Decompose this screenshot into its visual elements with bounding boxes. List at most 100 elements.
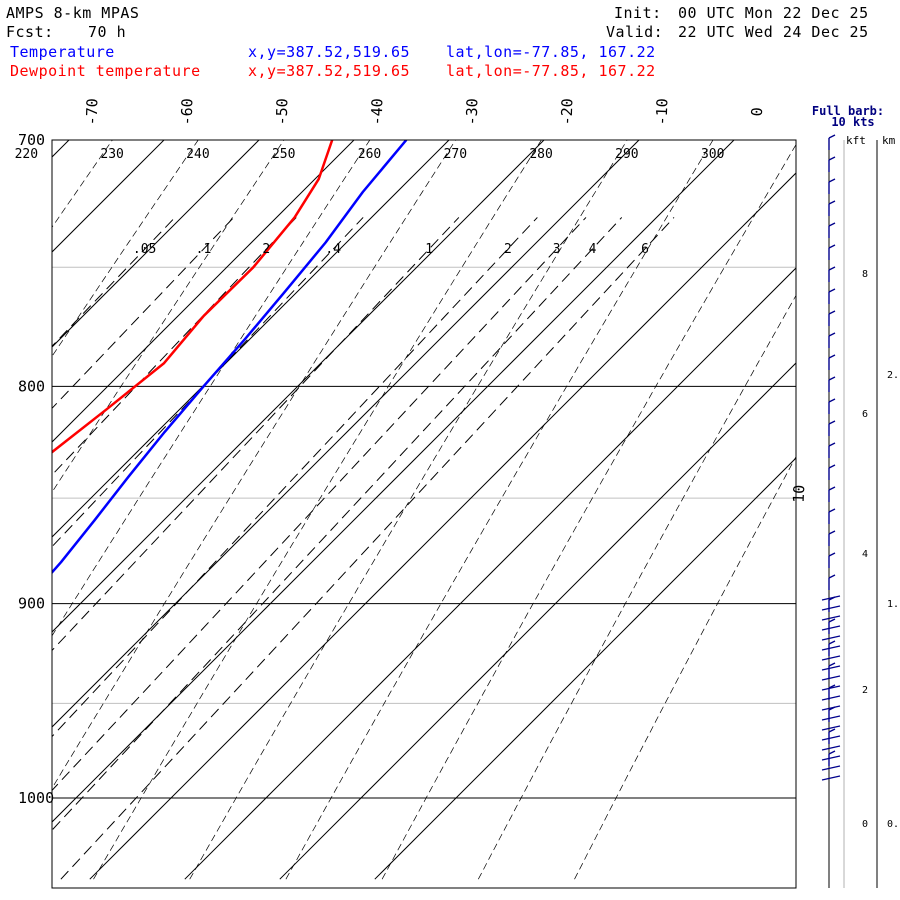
mixing-ratio-line — [52, 217, 364, 548]
theta-label: 220 — [15, 147, 38, 162]
wind-barb — [828, 398, 836, 414]
wind-barb — [828, 178, 836, 194]
dry-adiabat-300 — [285, 140, 714, 880]
theta-label: 300 — [701, 147, 724, 162]
theta-label: 270 — [444, 147, 467, 162]
wind-barb-flag — [828, 156, 836, 161]
isotherm-20 — [184, 267, 796, 880]
mixing-ratio-line — [60, 217, 675, 880]
forecast-label: Fcst: — [6, 23, 54, 41]
wind-barb-dense — [821, 625, 841, 631]
wind-barb-dense — [821, 635, 841, 641]
mixing-ratio-line — [52, 217, 460, 652]
pressure-label-800: 800 — [18, 377, 45, 395]
wind-barb-flag — [828, 310, 836, 315]
dry-adiabat-260 — [52, 140, 371, 637]
wind-barb — [828, 640, 836, 656]
wind-barb — [828, 332, 836, 348]
wind-barb — [828, 310, 836, 326]
wind-barb-dense — [821, 645, 841, 651]
mixing-ratio-label: 2 — [504, 242, 512, 257]
wind-barb — [828, 574, 836, 590]
dry-adiabat-270 — [52, 140, 457, 789]
mixing-ratio-line — [52, 217, 297, 476]
km-tick-label: 0. — [887, 819, 899, 830]
wind-panel-subtitle: 10 kts — [831, 115, 874, 129]
dry-adiabat-230 — [52, 140, 113, 228]
wind-barb-dense — [821, 615, 841, 621]
wind-barb-flag — [828, 288, 836, 293]
temperature-label: -70 — [83, 98, 102, 126]
temperature-label: -60 — [178, 98, 197, 126]
pressure-label-900: 900 — [18, 595, 45, 613]
minor-isobars — [52, 266, 796, 704]
wind-barb — [828, 662, 836, 678]
dry-adiabat-240 — [52, 140, 199, 357]
legend-temperature: Temperature — [10, 43, 115, 61]
isotherm-30 — [279, 362, 796, 880]
wind-barb-flag — [828, 200, 836, 205]
temperature-latlon: lat,lon=-77.85, 167.22 — [446, 43, 656, 61]
isotherm--40 — [52, 140, 355, 443]
wind-barb-dense — [821, 725, 841, 731]
wind-barb-flag — [828, 332, 836, 337]
mixing-ratio-label: 1 — [425, 242, 433, 257]
temperature-line — [52, 140, 408, 575]
wind-barb-dense — [821, 595, 841, 601]
isotherm-40 — [374, 457, 796, 880]
kft-tick-label: 0 — [862, 819, 868, 830]
dry-adiabat-220 — [0, 114, 45, 880]
wind-barb — [828, 508, 836, 524]
dewpoint-line — [52, 140, 334, 454]
wind-barb-dense — [821, 655, 841, 661]
wind-barb-flag — [828, 530, 836, 535]
mixing-ratio-label: .1 — [196, 242, 212, 257]
wind-barb-flag — [828, 552, 836, 557]
wind-barb — [828, 200, 836, 216]
dry-adiabat-320 — [477, 294, 796, 880]
mixing-ratio-label: .4 — [325, 242, 341, 257]
wind-barb-flag — [828, 244, 836, 249]
wind-barb-dense — [821, 745, 841, 751]
temperature-label: 0 — [748, 107, 766, 117]
wind-barb-flag — [828, 266, 836, 271]
wind-barb-flag — [828, 376, 836, 381]
wind-barb — [828, 530, 836, 546]
temperature-label: -10 — [653, 98, 672, 126]
mixing-ratio-line — [52, 217, 176, 347]
isotherm--80 — [0, 113, 1, 879]
pressure-label-700: 700 — [18, 131, 45, 149]
wind-barb — [828, 354, 836, 370]
isotherm--30 — [52, 140, 450, 538]
wind-barb-flag — [828, 134, 836, 139]
mixing-ratio-line — [52, 217, 623, 831]
wind-barb-flag — [828, 420, 836, 425]
km-tick-label: 1. — [887, 599, 899, 610]
dry-adiabat-280 — [93, 140, 542, 880]
background-lines — [0, 113, 796, 880]
wind-barb — [828, 596, 836, 612]
sounding-series — [52, 140, 408, 575]
km-label: km — [882, 134, 896, 147]
temperature-label: 10 — [790, 484, 809, 503]
kft-label: kft — [846, 134, 866, 147]
wind-barb — [828, 706, 836, 722]
kft-tick-label: 2 — [862, 685, 868, 696]
wind-panel-title: Full barb: — [812, 104, 884, 118]
wind-barb — [828, 750, 836, 766]
mixing-ratio-line — [52, 217, 538, 738]
dry-adiabat-330 — [574, 455, 796, 880]
kft-tick-label: 8 — [862, 269, 868, 280]
wind-barb — [828, 222, 836, 238]
wind-barb — [828, 376, 836, 392]
wind-barb-dense — [821, 665, 841, 671]
isotherm--60 — [52, 140, 165, 253]
model-title: AMPS 8-km MPAS — [6, 4, 140, 22]
wind-barb — [828, 244, 836, 260]
wind-barb-dense — [821, 755, 841, 761]
wind-barb-flag — [828, 178, 836, 183]
isotherm--10 — [52, 140, 640, 728]
wind-barb — [828, 486, 836, 502]
